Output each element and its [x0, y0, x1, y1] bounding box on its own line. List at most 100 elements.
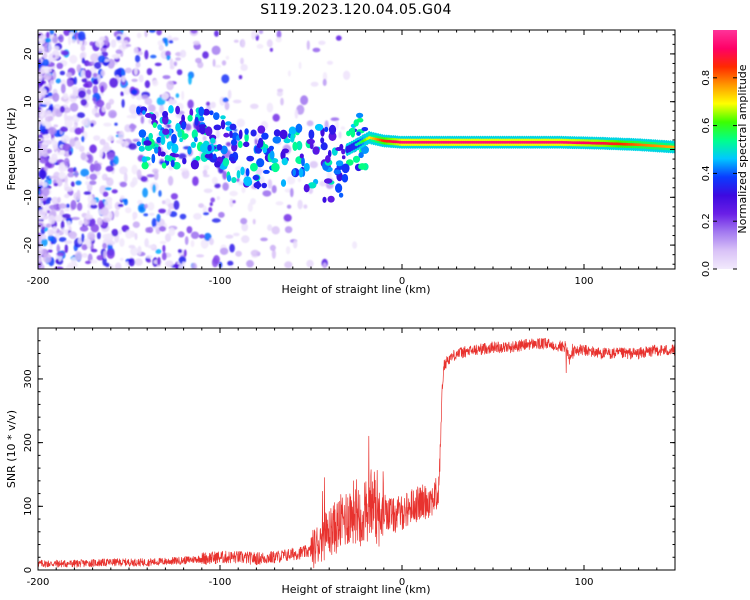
- spectrogram-noise-cell: [69, 138, 76, 147]
- spectrogram-noise-cell: [269, 47, 273, 52]
- spectrogram-signal-blob: [189, 108, 194, 117]
- spectrogram-signal-blob: [170, 159, 175, 168]
- spectrogram-noise-cell: [104, 199, 113, 208]
- spectrogram-noise-cell: [233, 232, 240, 237]
- spectrogram-noise-cell: [229, 243, 235, 253]
- spectrogram-noise-cell: [77, 31, 86, 41]
- spectrogram-signal-blob: [205, 126, 213, 137]
- spectrogram-noise-cell: [75, 180, 82, 186]
- spectrogram-signal-blob: [181, 121, 187, 130]
- spectrogram-noise-cell: [172, 37, 179, 41]
- spectrogram-noise-cell: [134, 66, 138, 76]
- spectrogram-noise-cell: [131, 164, 138, 175]
- spectrogram-noise-cell: [46, 31, 50, 39]
- spectrogram-noise-cell: [128, 258, 136, 267]
- spectrogram-signal-blob: [187, 146, 192, 155]
- spectrogram-noise-cell: [131, 78, 138, 82]
- spectrogram-signal-blob: [271, 162, 280, 173]
- spectrogram-noise-cell: [338, 131, 342, 139]
- spectrogram-noise-cell: [190, 231, 200, 239]
- spectrogram-noise-cell: [114, 69, 123, 78]
- spectrogram-noise-cell: [58, 171, 66, 180]
- spectrogram-noise-cell: [145, 227, 151, 233]
- spectrogram-noise-cell: [203, 164, 210, 171]
- spectrogram-signal-blob: [335, 183, 343, 193]
- spectrogram-signal-blob: [243, 176, 252, 186]
- spectrogram-noise-cell: [296, 104, 305, 115]
- colorbar-ticks: 0.0 0.2 0.4 0.6 0.8: [701, 70, 737, 277]
- spectrogram-noise-cell: [64, 118, 73, 129]
- spectrogram-noise-cell: [102, 217, 111, 223]
- spectrogram-noise-cell: [96, 99, 105, 108]
- spectrogram-noise-cell: [173, 200, 180, 210]
- spectrogram-noise-cell: [38, 45, 45, 52]
- spectrogram-noise-cell: [287, 70, 291, 77]
- spectrogram-noise-cell: [92, 78, 99, 85]
- spectrogram-noise-cell: [147, 259, 151, 263]
- spectrogram-noise-cell: [190, 30, 198, 34]
- spectrogram-signal-blob: [194, 136, 198, 143]
- spectrogram-noise-cell: [184, 236, 189, 246]
- spectrogram-noise-cell: [52, 54, 56, 59]
- spectrogram-noise-cell: [98, 200, 104, 210]
- spectrogram-noise-cell: [111, 228, 119, 237]
- spectrogram-noise-cell: [155, 249, 162, 254]
- spectrogram-signal-blob: [220, 119, 226, 130]
- spectrogram-noise-cell: [125, 44, 132, 47]
- spectrogram-noise-cell: [76, 64, 82, 73]
- spectrogram-signal-blob: [301, 157, 305, 167]
- spectrogram-noise-cell: [235, 250, 242, 257]
- spectrogram-noise-cell: [84, 69, 92, 79]
- spectrogram-noise-cell: [300, 95, 309, 106]
- spectrogram-signal-blob: [225, 121, 232, 126]
- spectrogram-noise-cell: [49, 204, 57, 211]
- spectrogram-noise-cell: [101, 106, 106, 113]
- spectrogram-noise-cell: [68, 150, 72, 156]
- spectrogram-noise-cell: [132, 138, 140, 142]
- spectrogram-noise-cell: [214, 183, 221, 189]
- spectrogram-noise-cell: [144, 80, 151, 89]
- spectrogram-noise-cell: [275, 201, 284, 206]
- spectrogram-noise-cell: [157, 40, 164, 46]
- spectrogram-noise-cell: [47, 229, 54, 236]
- spectrogram-noise-cell: [280, 97, 284, 106]
- spectrogram-signal-blob: [356, 117, 364, 123]
- spectrogram-signal-blob: [358, 152, 364, 159]
- spectrogram-noise-cell: [297, 178, 302, 183]
- snr-x-axis-label: Height of straight line (km): [281, 583, 430, 596]
- spectrogram-noise-cell: [58, 203, 67, 209]
- spectrogram-noise-cell: [142, 187, 149, 198]
- spectrogram-noise-cell: [89, 180, 97, 186]
- spectrogram-noise-cell: [168, 227, 176, 237]
- spectrogram-noise-cell: [81, 233, 85, 243]
- spectrogram-noise-cell: [196, 254, 205, 258]
- spectrogram-signal-blob: [258, 137, 264, 148]
- spectrogram-signal-blob: [151, 153, 156, 164]
- spectrogram-noise-cell: [38, 214, 44, 220]
- spectrogram-noise-cell: [99, 92, 105, 96]
- spectrogram-noise-cell: [120, 91, 124, 97]
- spectrogram-noise-cell: [65, 72, 73, 78]
- spectrogram-noise-cell: [162, 244, 166, 253]
- spectrogram-noise-cell: [74, 251, 83, 261]
- spectrogram-noise-cell: [211, 218, 221, 223]
- spectrogram-signal-blob: [150, 113, 157, 121]
- spectrogram-noise-cell: [136, 32, 142, 39]
- spectrogram-signal-blob: [361, 127, 369, 132]
- spectrogram-signal-blob: [198, 106, 205, 117]
- spectrogram-signal-blob: [250, 129, 257, 137]
- spectrogram-noise-cell: [65, 203, 70, 209]
- spectrogram-signal-blob: [320, 137, 325, 144]
- spectrogram-signal-blob: [202, 108, 210, 116]
- spectrogram-noise-cell: [97, 74, 101, 83]
- spectrogram-noise-cell: [42, 98, 52, 106]
- spectrogram-noise-cell: [64, 244, 69, 254]
- spectrogram-noise-cell: [76, 189, 81, 199]
- spectrogram-noise-cell: [210, 197, 215, 203]
- spectrogram-noise-cell: [52, 110, 56, 117]
- spectrogram-signal-blob: [230, 139, 238, 146]
- spectrogram-noise-cell: [89, 173, 98, 181]
- spectrogram-signal-blob: [320, 142, 328, 151]
- spectrogram-noise-cell: [64, 208, 70, 212]
